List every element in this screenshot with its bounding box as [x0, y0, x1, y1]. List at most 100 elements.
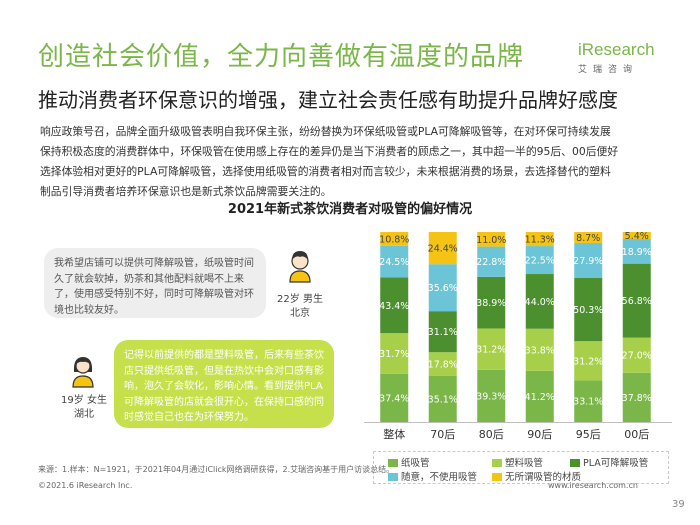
bar-segment [574, 232, 603, 243]
data-label: 41.2% [525, 392, 555, 403]
person-age-gender: 22岁 男生 [277, 294, 323, 305]
logo-wordmark: iResearch [578, 40, 655, 59]
data-label: 10.8% [379, 234, 409, 245]
data-label: 24.5% [379, 257, 409, 268]
page-number: 39 [672, 499, 685, 510]
legend-label: 无所谓吸管的材质 [505, 472, 582, 483]
data-label: 31.7% [379, 349, 409, 360]
logo-chinese: 艾瑞咨询 [578, 65, 639, 75]
category-label: 整体 [383, 427, 405, 441]
stacked-bar-chart: 37.4% 31.7% 43.4% 24.5% 10.8% 整体 35.1% 17.8% 31.… [364, 231, 672, 441]
bar-segment [525, 370, 554, 422]
bar-segment [380, 277, 409, 334]
bar-segment [525, 328, 554, 371]
data-label: 27.9% [573, 256, 603, 267]
bar-segment [380, 373, 409, 422]
data-label: 35.6% [428, 283, 458, 294]
bar-segment [574, 341, 603, 381]
legend-label: 塑料吸管 [505, 458, 544, 469]
person-age-gender: 19岁 女生 [61, 395, 107, 406]
legend-swatch [492, 459, 502, 467]
legend-item-plastic: 塑料吸管 [492, 455, 543, 469]
bar-segment [525, 274, 554, 329]
male-avatar-icon [289, 251, 311, 283]
data-label: 50.3% [573, 305, 603, 316]
legend-item-none: 随意，不使用吸管 [388, 469, 477, 483]
data-label: 22.5% [525, 256, 555, 267]
legend-item-any: 无所谓吸管的材质 [492, 469, 581, 483]
quote-person-female: 19岁 女生 湖北 [56, 394, 112, 422]
chart-title: 2021年新式茶饮消费者对吸管的偏好情况 [227, 202, 473, 217]
data-label: 31.2% [573, 356, 603, 367]
data-label: 5.4% [625, 231, 649, 242]
bar-segment [622, 239, 651, 264]
bar-segment [525, 232, 554, 247]
data-label: 38.9% [476, 298, 506, 309]
quote-bubble-male: 我希望店铺可以提供可降解吸管，纸吸管时间久了就会软掉，奶茶和其他配料就喝不上来了… [44, 248, 266, 318]
person-location: 北京 [290, 308, 310, 319]
data-label: 56.8% [622, 296, 652, 307]
bar-segment [574, 380, 603, 422]
bar-segment [622, 372, 651, 422]
data-label: 37.4% [379, 393, 409, 404]
category-label: 00后 [624, 428, 649, 441]
quote-bubble-female: 记得以前提供的都是塑料吸管，后来有些茶饮店只提供纸吸管，但是在热饮中会对口感有影… [114, 340, 334, 428]
source-note: 来源：1.样本：N=1921，于2021年04月通过iClick网络调研获得，2… [38, 465, 395, 474]
bar-segment [622, 337, 651, 373]
intro-line: 保持积极态度的消费群体中，环保吸管在使用感上存在的差异仍是当下消费者的顾虑之一，… [40, 145, 619, 158]
data-label: 43.4% [379, 301, 409, 312]
category-label: 90后 [527, 428, 552, 441]
data-label: 22.8% [476, 257, 506, 268]
bar-segment [622, 232, 651, 240]
quote-person-male: 22岁 男生 北京 [272, 293, 328, 321]
data-label: 31.2% [476, 345, 506, 356]
legend-swatch [388, 473, 398, 481]
legend-swatch [492, 473, 502, 481]
bar-segment [477, 369, 506, 422]
data-label: 11.3% [525, 235, 555, 246]
intro-line: 响应政策号召，品牌全面升级吸管表明自我环保主张，纷纷替换为环保纸吸管或PLA可降… [40, 125, 611, 138]
bar-segment [574, 277, 603, 342]
category-label: 70后 [430, 428, 455, 441]
bar-segment [380, 333, 409, 374]
bar-segment [477, 246, 506, 277]
legend-swatch [388, 459, 398, 467]
website-url: www.iresearch.com.cn [548, 481, 638, 490]
data-label: 35.1% [428, 394, 458, 405]
legend-swatch [570, 459, 580, 467]
category-label: 95后 [576, 428, 601, 441]
person-location: 湖北 [74, 409, 94, 420]
data-label: 18.9% [622, 247, 652, 258]
legend-item-pla: PLA可降解吸管 [570, 455, 648, 469]
bar-segment [477, 232, 506, 247]
legend-label: 纸吸管 [401, 458, 430, 469]
chart-legend: 纸吸管 塑料吸管 PLA可降解吸管 随意，不使用吸管 无所谓吸管的材质 [373, 451, 669, 484]
data-label: 8.7% [576, 233, 600, 244]
bar-segment [380, 245, 409, 278]
female-avatar-icon [72, 357, 94, 388]
data-label: 33.1% [573, 397, 603, 408]
copyright: ©2021.6 iResearch Inc. [38, 481, 133, 490]
iresearch-logo: iResearch 艾瑞咨询 [578, 40, 664, 84]
bar-segment [428, 352, 457, 376]
bar-segment [622, 263, 651, 338]
data-label: 44.0% [525, 297, 555, 308]
page-subtitle: 推动消费者环保意识的增强，建立社会责任感有助提升品牌好感度 [38, 88, 618, 112]
bar-segment [428, 375, 457, 422]
bar-segment [380, 232, 409, 246]
bar-segment [574, 242, 603, 278]
legend-label: PLA可降解吸管 [583, 458, 649, 469]
intro-paragraph: 响应政策号召，品牌全面升级吸管表明自我环保主张，纷纷替换为环保纸吸管或PLA可降… [40, 122, 664, 202]
bar-segment [477, 276, 506, 329]
data-label: 24.4% [428, 244, 458, 255]
legend-label: 随意，不使用吸管 [401, 472, 478, 483]
data-label: 33.8% [525, 345, 555, 356]
bar-segment [477, 328, 506, 370]
category-label: 80后 [479, 428, 504, 441]
data-label: 11.0% [476, 235, 506, 246]
page-title: 创造社会价值，全力向善做有温度的品牌 [38, 42, 525, 72]
intro-line: 制品引导消费者培养环保意识也是新式茶饮品牌需要关注的。 [40, 185, 332, 198]
data-label: 17.8% [428, 359, 458, 370]
bar-segment [428, 264, 457, 312]
intro-line: 选择体验相对更好的PLA可降解吸管，选择使用纸吸管的消费者相对而言较少，未来根据… [40, 165, 611, 178]
